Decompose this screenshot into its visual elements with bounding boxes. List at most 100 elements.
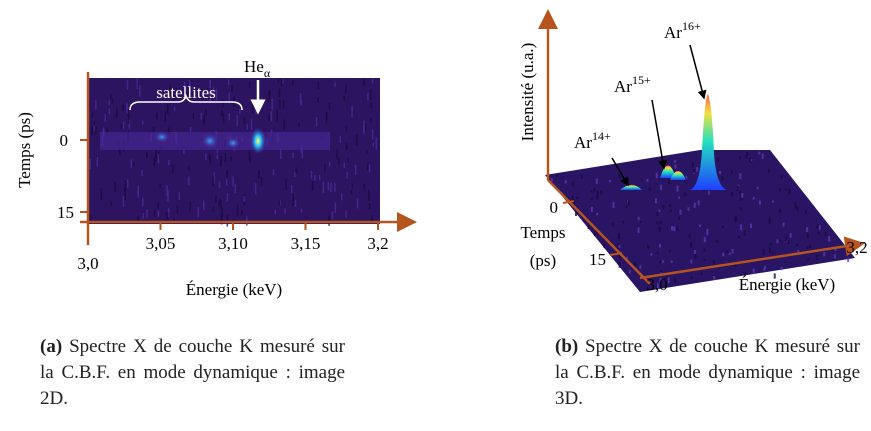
brace <box>129 93 243 111</box>
texture <box>679 209 682 215</box>
texture <box>698 224 701 228</box>
texture <box>178 192 181 201</box>
x-tick-label: 3,15 <box>291 234 321 253</box>
texture <box>788 188 791 195</box>
texture <box>119 147 121 155</box>
texture <box>167 208 170 218</box>
texture <box>669 250 672 253</box>
y-tick-label: 15 <box>57 203 74 222</box>
texture <box>317 97 319 103</box>
ion-sup: 15+ <box>632 73 651 87</box>
texture <box>596 229 599 236</box>
texture <box>221 110 223 117</box>
ion-label: Ar16+ <box>664 19 701 42</box>
texture <box>282 100 285 109</box>
texture <box>805 210 808 214</box>
texture <box>336 148 338 160</box>
texture <box>617 233 620 240</box>
texture <box>758 151 761 155</box>
texture <box>596 191 599 197</box>
texture <box>587 224 590 230</box>
texture <box>693 169 696 173</box>
ion-label: Ar14+ <box>574 129 611 152</box>
texture <box>785 188 788 191</box>
texture <box>744 272 747 276</box>
texture <box>769 242 772 246</box>
texture <box>254 183 257 195</box>
texture <box>618 173 621 179</box>
texture <box>222 113 225 124</box>
texture <box>691 162 694 168</box>
texture <box>248 81 251 88</box>
texture <box>284 208 286 214</box>
texture <box>139 85 141 97</box>
texture <box>189 127 192 132</box>
texture <box>611 222 614 227</box>
texture <box>600 190 603 196</box>
texture <box>618 262 621 268</box>
texture <box>571 181 574 187</box>
texture <box>268 113 270 122</box>
time-tick-label: 0 <box>550 198 559 217</box>
texture <box>744 155 747 159</box>
texture <box>89 158 91 170</box>
texture <box>795 243 798 247</box>
he-spot <box>250 127 266 155</box>
texture <box>137 215 139 224</box>
texture <box>694 253 697 260</box>
texture <box>292 80 294 86</box>
texture <box>153 210 156 218</box>
texture <box>169 84 171 95</box>
texture <box>659 260 662 264</box>
texture <box>188 176 190 185</box>
texture <box>220 200 222 209</box>
y-label: Temps (ps) <box>15 112 34 188</box>
texture <box>111 98 114 104</box>
texture <box>713 276 716 280</box>
texture <box>243 196 246 203</box>
texture <box>356 134 358 146</box>
texture <box>157 201 159 210</box>
texture <box>226 169 228 178</box>
texture <box>236 114 239 126</box>
texture <box>176 205 179 214</box>
texture <box>668 179 671 185</box>
texture <box>189 201 192 212</box>
texture <box>89 214 91 224</box>
ion-sup: 16+ <box>682 19 701 33</box>
texture <box>648 187 651 191</box>
texture <box>700 272 703 276</box>
texture <box>209 79 211 89</box>
texture <box>556 174 559 177</box>
texture <box>363 183 366 189</box>
texture <box>637 216 640 221</box>
texture <box>212 206 215 213</box>
tick <box>562 200 575 204</box>
texture <box>703 237 706 243</box>
texture <box>285 179 287 191</box>
texture <box>690 276 693 280</box>
texture <box>609 180 612 183</box>
texture <box>166 185 168 197</box>
texture <box>721 225 724 228</box>
texture <box>763 268 766 271</box>
texture <box>146 209 148 218</box>
texture <box>768 217 771 224</box>
texture <box>192 113 194 120</box>
texture <box>703 258 706 261</box>
texture <box>334 183 336 192</box>
texture <box>267 97 270 103</box>
texture <box>363 124 365 134</box>
texture <box>749 157 752 163</box>
texture <box>659 277 662 283</box>
texture <box>580 175 583 179</box>
texture <box>345 84 347 94</box>
texture <box>226 192 229 202</box>
ion-label: Ar15+ <box>614 73 651 96</box>
texture <box>122 196 125 207</box>
energy-tick-label: 3,0 <box>646 275 667 294</box>
texture <box>239 109 241 115</box>
texture <box>684 192 687 197</box>
texture <box>299 93 302 104</box>
